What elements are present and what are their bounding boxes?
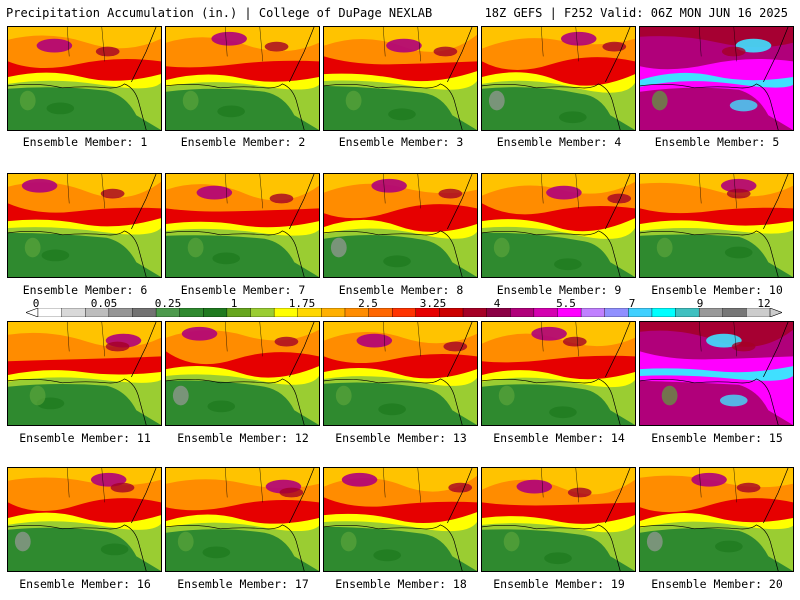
member-caption: Ensemble Member: 6 — [22, 283, 148, 297]
colorbar-tick: 0.05 — [90, 297, 118, 310]
member-map-panel — [165, 321, 320, 426]
member-map-panel — [481, 173, 636, 278]
member-map-panel — [639, 173, 794, 278]
colorbar-tick: 7 — [628, 297, 636, 310]
colorbar-tick: 0.25 — [154, 297, 182, 310]
member-map-panel — [7, 26, 162, 131]
member-map-panel — [481, 467, 636, 572]
member-map-panel — [481, 321, 636, 426]
member-caption: Ensemble Member: 4 — [496, 135, 622, 149]
member-map-panel — [165, 26, 320, 131]
member-caption: Ensemble Member: 13 — [335, 431, 467, 445]
member-caption: Ensemble Member: 19 — [493, 577, 625, 591]
member-map-panel — [639, 321, 794, 426]
member-map-panel — [165, 173, 320, 278]
model-run-info: 18Z GEFS | F252 Valid: 06Z MON JUN 16 20… — [484, 6, 788, 20]
member-caption: Ensemble Member: 1 — [22, 135, 148, 149]
member-map-panel — [639, 26, 794, 131]
colorbar-tick: 12 — [757, 297, 771, 310]
member-map-panel — [7, 467, 162, 572]
member-caption: Ensemble Member: 16 — [19, 577, 151, 591]
member-caption: Ensemble Member: 10 — [651, 283, 783, 297]
member-caption: Ensemble Member: 17 — [177, 577, 309, 591]
colorbar-tick: 1 — [230, 297, 238, 310]
member-caption: Ensemble Member: 7 — [180, 283, 306, 297]
colorbar-tick: 9 — [696, 297, 704, 310]
colorbar-tick: 0 — [32, 297, 40, 310]
member-caption: Ensemble Member: 11 — [19, 431, 151, 445]
page-title: Precipitation Accumulation (in.) | Colle… — [6, 6, 433, 20]
member-caption: Ensemble Member: 12 — [177, 431, 309, 445]
member-caption: Ensemble Member: 14 — [493, 431, 625, 445]
member-caption: Ensemble Member: 3 — [338, 135, 464, 149]
member-caption: Ensemble Member: 8 — [338, 283, 464, 297]
member-map-panel — [323, 467, 478, 572]
member-map-panel — [165, 467, 320, 572]
member-caption: Ensemble Member: 2 — [180, 135, 306, 149]
colorbar-tick: 2.5 — [358, 297, 378, 310]
member-map-panel — [323, 321, 478, 426]
colorbar-tick: 3.25 — [419, 297, 447, 310]
colorbar — [26, 308, 782, 317]
member-caption: Ensemble Member: 5 — [654, 135, 780, 149]
member-caption: Ensemble Member: 20 — [651, 577, 783, 591]
member-caption: Ensemble Member: 15 — [651, 431, 783, 445]
member-map-panel — [639, 467, 794, 572]
member-map-panel — [7, 173, 162, 278]
member-caption: Ensemble Member: 18 — [335, 577, 467, 591]
member-map-panel — [323, 173, 478, 278]
colorbar-tick: 5.5 — [556, 297, 576, 310]
member-caption: Ensemble Member: 9 — [496, 283, 622, 297]
colorbar-tick: 1.75 — [288, 297, 316, 310]
member-map-panel — [7, 321, 162, 426]
colorbar-tick: 4 — [493, 297, 501, 310]
member-map-panel — [481, 26, 636, 131]
member-map-panel — [323, 26, 478, 131]
